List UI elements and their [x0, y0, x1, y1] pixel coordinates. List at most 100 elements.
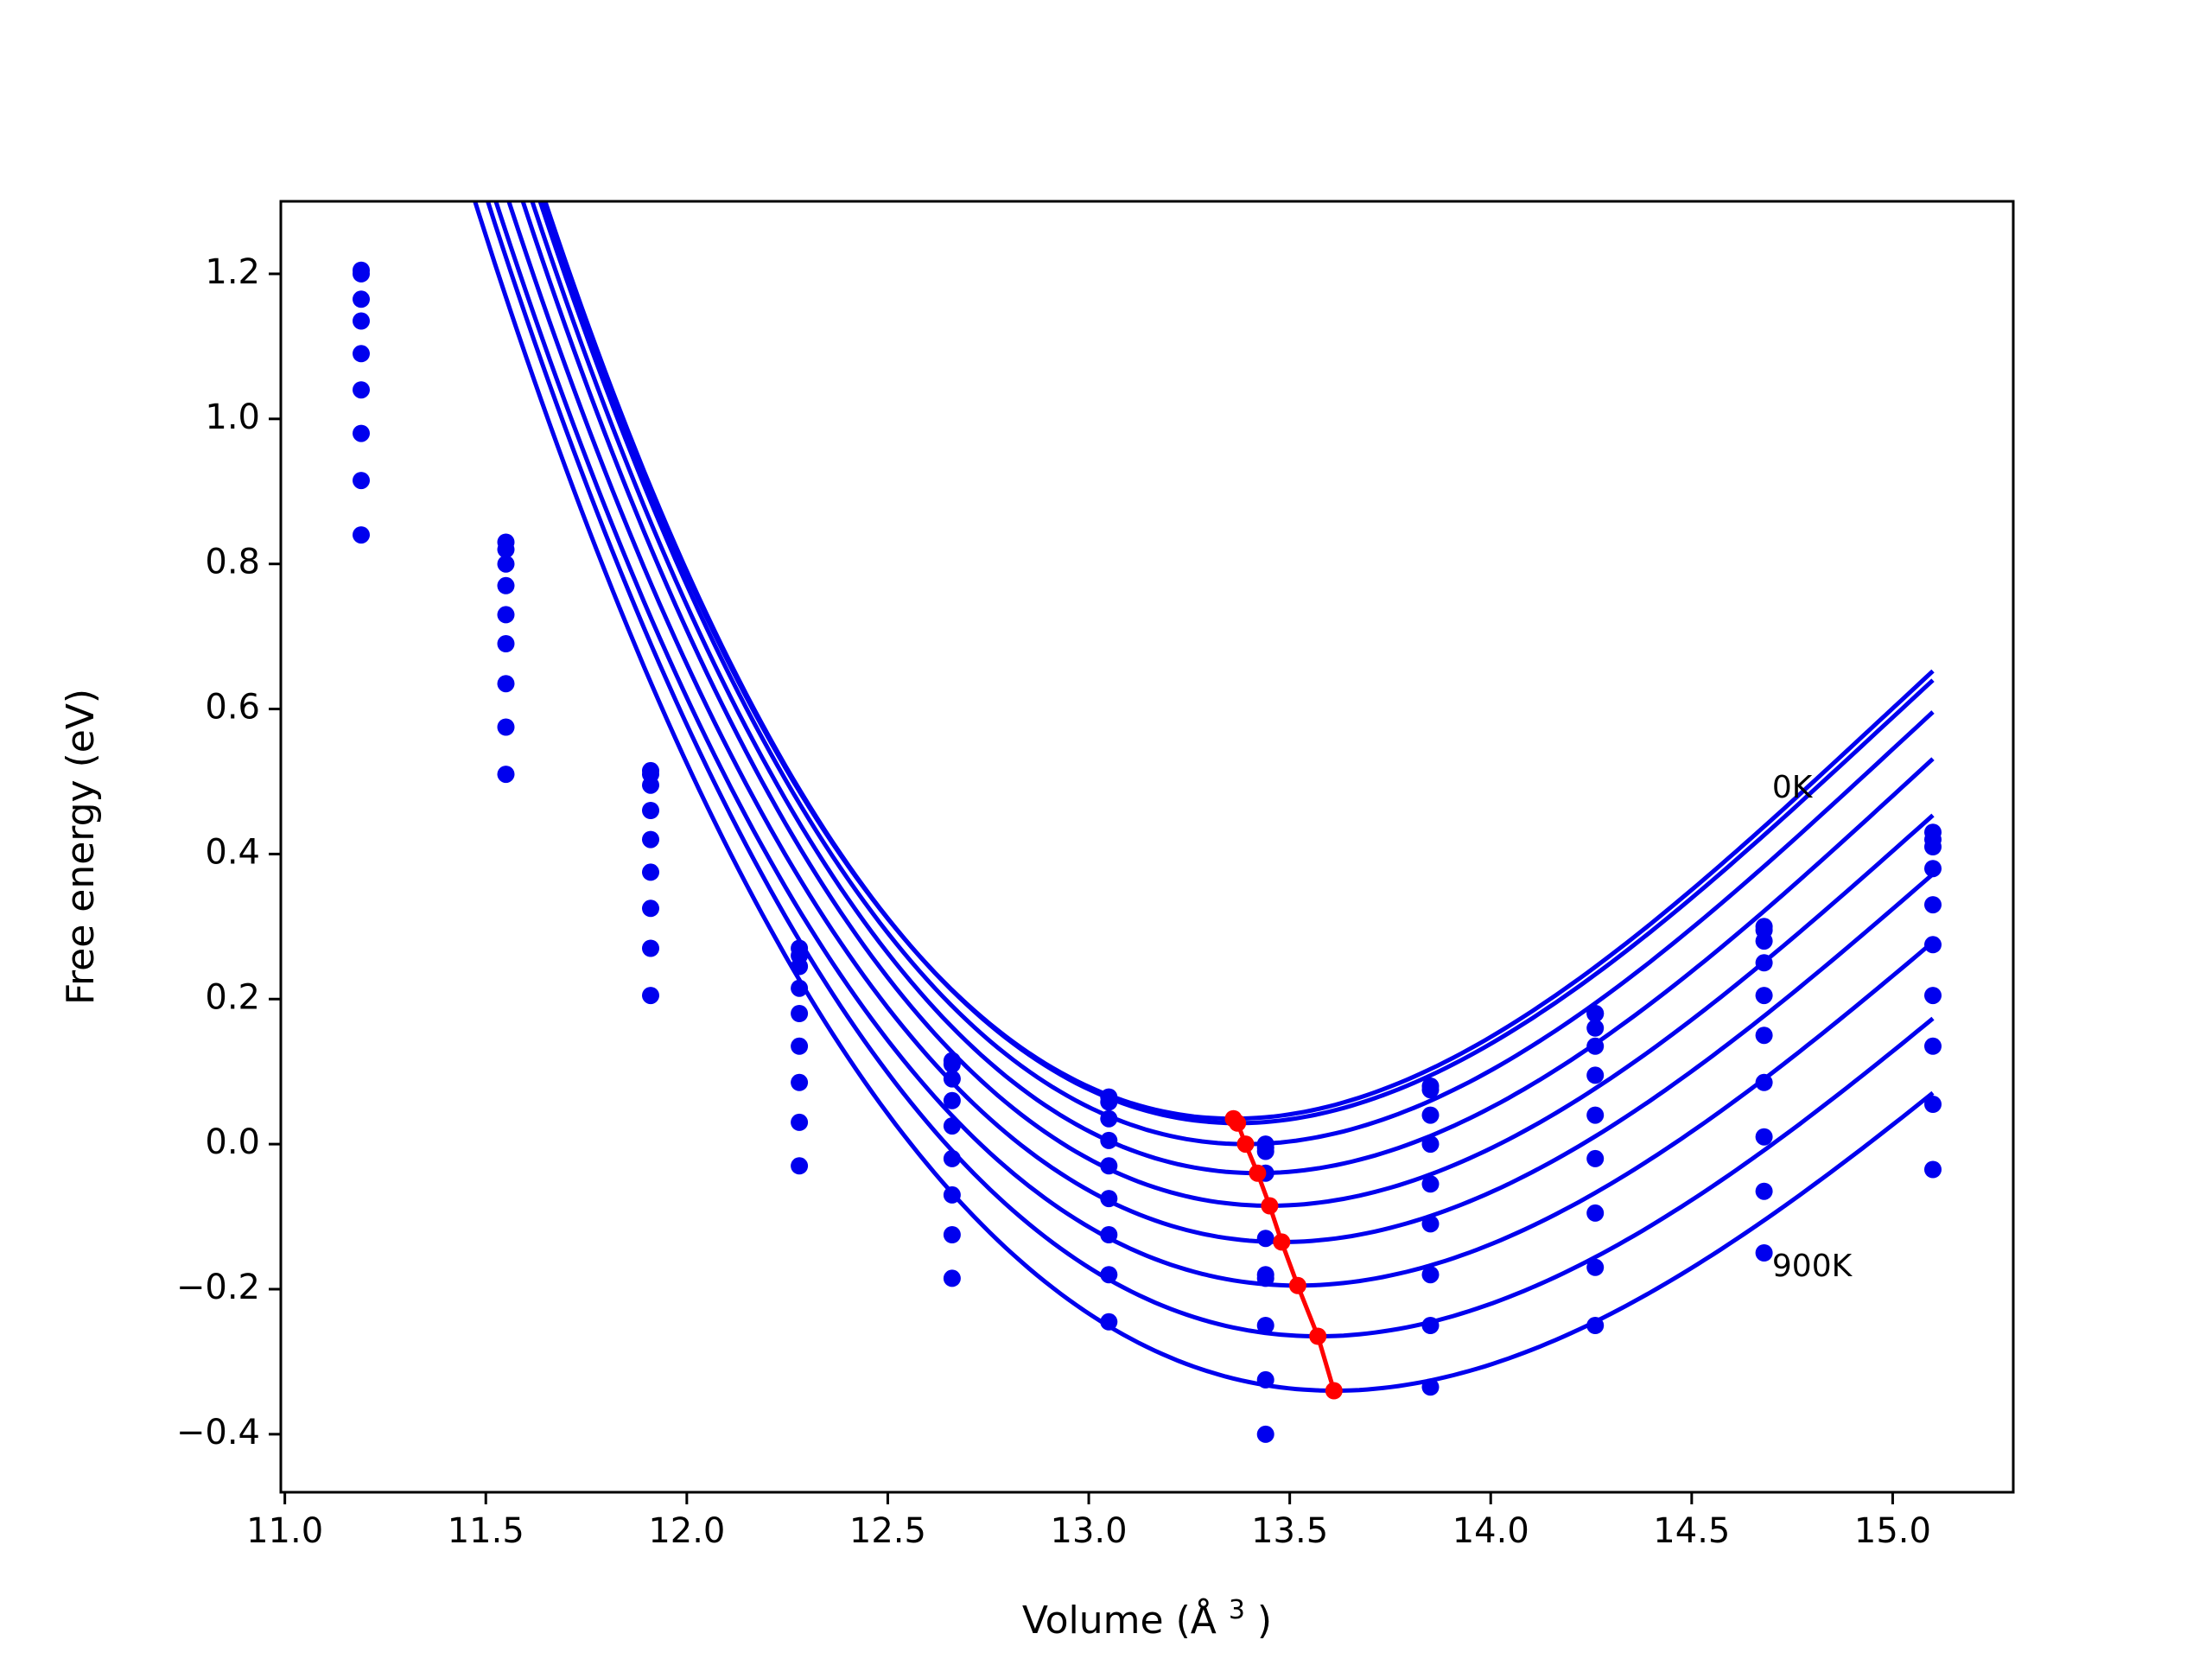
data-point [1586, 1106, 1605, 1124]
y-tick-label: 0.8 [205, 543, 260, 582]
x-tick-label: 11.5 [448, 1511, 524, 1551]
data-point [1755, 932, 1773, 950]
minimum-point [1288, 1276, 1306, 1294]
data-point [353, 290, 370, 308]
data-point [642, 830, 659, 849]
data-point [1256, 1370, 1274, 1389]
data-point [497, 555, 515, 573]
data-point [497, 540, 515, 558]
data-point [1924, 936, 1942, 954]
data-point [497, 675, 515, 693]
data-point [1421, 1106, 1440, 1124]
x-axis-ticks: 11.0 11.5 12.0 12.5 13.0 13.5 14.0 14.5 15.0 [246, 1492, 1931, 1551]
data-point [353, 472, 370, 490]
plot-frame [279, 200, 2015, 1494]
y-axis-ticks: −0.4 −0.2 0.0 0.2 0.4 0.6 0.8 1.0 1.2 [176, 252, 281, 1452]
data-point [1755, 1182, 1773, 1200]
data-point [1924, 1096, 1942, 1113]
data-point [1421, 1215, 1440, 1233]
data-point [943, 1269, 961, 1287]
data-point [1755, 1244, 1773, 1262]
data-point [497, 635, 515, 652]
data-point [791, 979, 809, 997]
fit-curve-4 [520, 201, 1935, 1209]
data-point [943, 1149, 961, 1167]
minimum-point [1261, 1197, 1279, 1215]
data-point [943, 1226, 961, 1243]
data-point [1100, 1109, 1118, 1128]
minimum-point [1229, 1114, 1247, 1132]
data-point [353, 264, 370, 283]
data-point [353, 381, 370, 399]
data-point [642, 802, 659, 819]
data-point [1100, 1313, 1118, 1331]
data-point [1256, 1230, 1274, 1248]
data-point [1924, 1160, 1942, 1179]
data-point [1421, 1317, 1440, 1334]
data-point [1100, 1226, 1118, 1243]
y-tick-label: −0.2 [176, 1268, 260, 1307]
data-point [497, 718, 515, 736]
data-point [1256, 1317, 1274, 1334]
x-tick-label: 13.0 [1051, 1511, 1128, 1551]
data-point [1100, 1157, 1118, 1175]
data-point [353, 526, 370, 544]
fit-curve-2 [537, 201, 1935, 1147]
data-point [1586, 1019, 1605, 1037]
minimum-path [1224, 1109, 1343, 1400]
data-point [642, 776, 659, 794]
data-point [642, 939, 659, 957]
data-point [353, 345, 370, 363]
x-axis-label: Volume (Å 3 ) [1022, 1595, 1272, 1643]
data-point [791, 1073, 809, 1091]
data-point [943, 1055, 961, 1073]
data-point [1586, 1258, 1605, 1276]
data-point [353, 312, 370, 330]
data-point [943, 1091, 961, 1109]
data-point [1256, 1269, 1274, 1287]
data-point [642, 863, 659, 881]
data-point [943, 1117, 961, 1135]
minimum-point [1249, 1164, 1267, 1182]
data-point [1421, 1081, 1440, 1099]
y-tick-label: 0.4 [205, 832, 260, 872]
data-point [1256, 1425, 1274, 1443]
data-point [1755, 954, 1773, 972]
y-tick-label: 0.0 [205, 1122, 260, 1162]
data-point [642, 987, 659, 1005]
data-point [1755, 1027, 1773, 1045]
data-point [1755, 987, 1773, 1005]
x-tick-label: 11.0 [246, 1511, 323, 1551]
data-point [943, 1185, 961, 1204]
data-point [1924, 1037, 1942, 1055]
data-point [497, 766, 515, 784]
x-tick-label: 14.5 [1653, 1511, 1730, 1551]
data-point [1100, 1266, 1118, 1284]
data-point [1924, 860, 1942, 878]
data-point [1586, 1149, 1605, 1167]
data-point [791, 1037, 809, 1055]
data-point [943, 1070, 961, 1088]
y-tick-label: 1.0 [205, 397, 260, 437]
fit-curve-3 [530, 201, 1935, 1176]
y-tick-label: −0.4 [176, 1413, 260, 1452]
data-point [1256, 1142, 1274, 1160]
fit-curve-8 [473, 201, 1935, 1394]
data-point [1586, 1204, 1605, 1222]
data-point [353, 424, 370, 442]
y-axis-label: Free energy (eV) [59, 689, 103, 1005]
y-tick-label: 1.2 [205, 252, 260, 292]
data-point [1586, 1317, 1605, 1334]
x-tick-label: 15.0 [1854, 1511, 1931, 1551]
data-point [1924, 987, 1942, 1005]
data-point [1586, 1005, 1605, 1022]
data-point [791, 1157, 809, 1175]
minimum-point [1273, 1233, 1291, 1251]
data-point [1924, 896, 1942, 914]
data-point [1586, 1037, 1605, 1055]
data-point [1586, 1066, 1605, 1084]
data-point [1755, 1073, 1773, 1091]
fit-curve-5 [506, 201, 1935, 1244]
